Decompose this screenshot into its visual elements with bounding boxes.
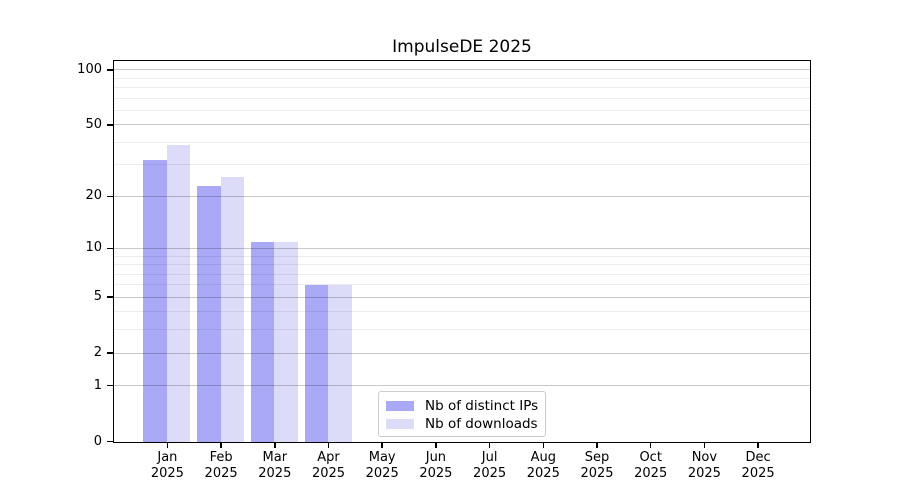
x-tick-mark (327, 443, 330, 448)
x-tick-mark (220, 443, 222, 448)
x-tick-mark (542, 443, 545, 448)
y-tick-label: 2 (93, 345, 102, 361)
y-tick-mark (107, 69, 113, 71)
major-gridline (114, 296, 810, 298)
major-gridline (114, 247, 810, 249)
major-gridline (114, 69, 810, 71)
y-tick-mark (107, 296, 113, 298)
x-tick-label-sep: Sep 2025 (580, 450, 614, 481)
y-tick-mark (107, 195, 113, 198)
minor-gridline (114, 255, 810, 257)
y-tick-mark (107, 247, 113, 250)
x-tick-label-jul: Jul 2025 (473, 450, 507, 481)
y-tick-label: 1 (93, 377, 102, 393)
x-tick-mark (703, 443, 706, 448)
x-tick-mark (757, 443, 759, 448)
minor-gridline (114, 164, 810, 166)
bar-jan-distinct-ips (143, 160, 167, 442)
y-tick-label: 10 (85, 240, 102, 256)
bar-mar-distinct-ips (250, 241, 275, 442)
legend-label-distinct-ips: Nb of distinct IPs (425, 398, 539, 414)
x-tick-mark (435, 443, 437, 448)
x-tick-label-may: May 2025 (365, 450, 399, 481)
minor-gridline (114, 273, 810, 275)
bar-feb-distinct-ips (197, 186, 221, 442)
x-tick-label-dec: Dec 2025 (741, 450, 775, 481)
legend-entry-distinct-ips: Nb of distinct IPs (386, 397, 539, 415)
plot-area (113, 60, 811, 443)
y-tick-label: 5 (93, 289, 102, 305)
x-tick-label-feb: Feb 2025 (204, 450, 238, 481)
bar-apr-downloads (328, 285, 352, 442)
x-tick-label-apr: Apr 2025 (311, 450, 346, 481)
minor-gridline (114, 284, 810, 286)
y-tick-mark (107, 352, 113, 354)
y-tick-label: 20 (85, 188, 102, 204)
bar-apr-distinct-ips (304, 285, 328, 442)
bar-jan-downloads (166, 144, 191, 442)
y-tick-mark (107, 440, 113, 443)
major-gridline (114, 352, 810, 354)
y-tick-label: 0 (93, 433, 102, 449)
x-tick-mark (381, 443, 383, 448)
x-tick-label-aug: Aug 2025 (526, 450, 560, 481)
legend-swatch-distinct-ips (386, 400, 414, 412)
x-tick-mark (274, 443, 276, 448)
x-tick-mark (649, 443, 652, 448)
major-gridline (114, 124, 810, 126)
y-tick-label: 50 (85, 116, 102, 132)
major-gridline (114, 195, 810, 197)
x-tick-label-oct: Oct 2025 (634, 450, 668, 481)
legend: Nb of distinct IPs Nb of downloads (378, 391, 546, 437)
y-tick-mark (107, 124, 113, 126)
minor-gridline (114, 87, 810, 89)
minor-gridline (114, 141, 810, 143)
x-tick-mark (596, 443, 598, 448)
x-tick-label-jun: Jun 2025 (419, 450, 453, 481)
x-tick-label-mar: Mar 2025 (258, 450, 292, 481)
x-tick-label-jan: Jan 2025 (150, 450, 184, 481)
y-tick-label: 100 (77, 61, 102, 77)
chart-title: ImpulseDE 2025 (392, 37, 532, 57)
minor-gridline (114, 264, 810, 266)
major-gridline (114, 385, 810, 387)
minor-gridline (114, 77, 810, 79)
minor-gridline (114, 109, 810, 111)
x-tick-mark (488, 443, 491, 448)
bar-feb-downloads (220, 176, 245, 442)
x-tick-mark (166, 443, 169, 448)
legend-entry-downloads: Nb of downloads (386, 415, 538, 433)
bar-mar-downloads (274, 241, 298, 442)
legend-label-downloads: Nb of downloads (425, 416, 538, 432)
minor-gridline (114, 97, 810, 99)
minor-gridline (114, 329, 810, 331)
y-tick-mark (107, 384, 113, 387)
legend-swatch-downloads (386, 418, 414, 430)
x-tick-label-nov: Nov 2025 (687, 450, 721, 481)
minor-gridline (114, 311, 810, 313)
